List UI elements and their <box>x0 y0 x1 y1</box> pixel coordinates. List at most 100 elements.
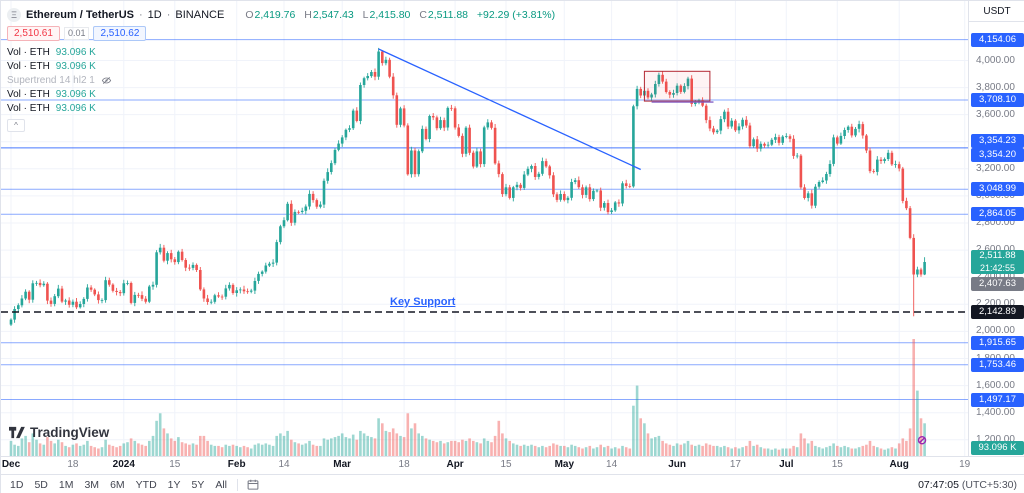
time-axis-label: Mar <box>333 459 352 470</box>
price-tick: 1,200.00 <box>976 433 1015 445</box>
candles-layer <box>9 47 926 326</box>
time-axis-label: May <box>554 459 575 470</box>
open-value: 2,419.76 <box>254 8 296 21</box>
indicator-row[interactable]: Vol · ETH 93.096 K <box>7 101 555 115</box>
time-axis-label: Jul <box>779 459 794 470</box>
time-axis-label: 18 <box>67 459 79 470</box>
time-axis-label: 15 <box>169 459 181 470</box>
close-value: 2,511.88 <box>427 8 468 21</box>
price-tick: 3,600.00 <box>976 108 1015 120</box>
price-level-badge: 1,497.17 <box>971 392 1024 407</box>
time-axis-label: 19 <box>959 459 971 470</box>
trendline[interactable] <box>378 48 641 171</box>
indicator-value: 93.096 K <box>55 46 96 58</box>
tradingview-logo-icon <box>9 426 25 439</box>
price-tick: 1,600.00 <box>976 379 1015 391</box>
indicator-row[interactable]: Vol · ETH 93.096 K <box>7 87 555 101</box>
low-key: L <box>362 8 369 21</box>
range-button-ytd[interactable]: YTD <box>135 478 157 491</box>
legend: Ξ Ethereum / TetherUS · 1D · BINANCE O2,… <box>7 6 555 133</box>
range-button-5y[interactable]: 5Y <box>191 478 205 491</box>
candlestick-chart[interactable] <box>1 1 968 456</box>
eth-coin-icon: Ξ <box>7 7 21 22</box>
price-tick: 2,600.00 <box>976 244 1015 255</box>
indicator-label: Vol · ETH <box>7 60 50 72</box>
bottom-toolbar: 1D 5D 1M 3M 6M YTD 1Y 5Y All 07:47:05 (UTC+5:30) <box>1 474 1024 493</box>
price-tick: 3,800.00 <box>976 81 1015 93</box>
go-to-date-icon[interactable] <box>247 479 259 491</box>
last-price-value: 2,511.88 <box>979 250 1016 261</box>
time-axis-label: 14 <box>278 459 290 470</box>
support-price-badge: 2,142.89 <box>971 305 1024 319</box>
eye-off-icon[interactable] <box>101 75 112 86</box>
indicator-value: 93.096 K <box>55 102 96 114</box>
time-axis-label: 15 <box>500 459 512 470</box>
separator-dot: · <box>139 8 143 21</box>
indicator-row[interactable]: Vol · ETH 93.096 K <box>7 59 555 73</box>
bid-ask-row: 2,510.61 0.01 2,510.62 <box>7 26 555 41</box>
time-axis-label: Feb <box>227 459 246 470</box>
symbol-name[interactable]: Ethereum / TetherUS <box>26 8 134 21</box>
volume-layer <box>9 339 926 456</box>
collapse-indicators-button[interactable]: ^ <box>7 119 25 132</box>
time-axis-label: Dec <box>1 459 21 470</box>
indicator-value: 93.096 K <box>55 60 96 72</box>
price-tick: 2,200.00 <box>976 298 1015 310</box>
hidden-drawing-icon[interactable]: ⊘ <box>917 433 928 447</box>
range-button-1y[interactable]: 1Y <box>167 478 181 491</box>
price-tick: 4,000.00 <box>976 54 1015 66</box>
indicator-value: 93.096 K <box>55 88 96 100</box>
price-axis[interactable]: USDT 4,000.003,800.003,600.003,400.003,2… <box>968 1 1024 456</box>
symbol-row: Ξ Ethereum / TetherUS · 1D · BINANCE O2,… <box>7 6 555 23</box>
time-axis-label: 2024 <box>112 459 135 470</box>
timeframe-button[interactable]: 1D <box>147 8 162 21</box>
price-level-badge: 3,708.10 <box>971 93 1024 107</box>
close-key: C <box>419 8 427 21</box>
exchange-name[interactable]: BINANCE <box>175 8 225 21</box>
price-level-badge: 3,354.23 <box>971 133 1024 148</box>
drawings-layer[interactable] <box>1 48 968 313</box>
range-buttons: 1D 5D 1M 3M 6M YTD 1Y 5Y All <box>9 479 228 491</box>
price-tick: 1,400.00 <box>976 406 1015 418</box>
range-button-1m[interactable]: 1M <box>58 478 74 491</box>
sell-button[interactable]: 2,510.61 <box>7 26 60 41</box>
range-button-6m[interactable]: 6M <box>110 478 125 491</box>
clock[interactable]: 07:47:05 <box>918 478 959 491</box>
range-button-1d[interactable]: 1D <box>10 478 24 491</box>
chart-pane[interactable]: Ξ Ethereum / TetherUS · 1D · BINANCE O2,… <box>1 1 968 456</box>
high-value: 2,547.43 <box>312 8 354 21</box>
range-button-3m[interactable]: 3M <box>84 478 100 491</box>
time-axis[interactable]: Dec 18 2024 15 Feb 14 Mar 18 Apr 15 May 14 Jun 17 Jul 1… <box>1 456 1024 474</box>
time-axis-label: 18 <box>398 459 410 470</box>
currency-unit-button[interactable]: USDT <box>969 1 1024 22</box>
indicator-row[interactable]: Vol · ETH 93.096 K <box>7 45 555 59</box>
buy-button[interactable]: 2,510.62 <box>93 26 147 41</box>
price-change: +92.29 (+3.81%) <box>476 8 556 21</box>
key-support-label[interactable]: Key Support <box>390 296 456 308</box>
range-button-all[interactable]: All <box>215 478 228 491</box>
time-axis-label: 17 <box>729 459 741 470</box>
indicator-label: Supertrend 14 hl2 1 <box>7 74 95 86</box>
high-key: H <box>304 8 312 21</box>
price-level-badge: 3,048.99 <box>971 182 1024 197</box>
toolbar-divider <box>237 478 239 491</box>
time-axis-label: 14 <box>606 459 618 470</box>
ohlc-values: O2,419.76 H2,547.43 L2,415.80 C2,511.88 … <box>239 9 555 21</box>
indicator-label: Vol · ETH <box>7 102 50 114</box>
price-level-badge: 1,915.65 <box>971 335 1024 350</box>
price-level-badge: 2,864.05 <box>971 207 1024 222</box>
indicator-label: Vol · ETH <box>7 88 50 100</box>
indicator-row[interactable]: Supertrend 14 hl2 1 <box>7 73 555 87</box>
indicator-label: Vol · ETH <box>7 46 50 58</box>
time-axis-label: 15 <box>831 459 843 470</box>
last-price-badge: 2,511.88 21:42:55 <box>971 250 1024 274</box>
tradingview-watermark: TradingView <box>9 425 109 440</box>
timezone-button[interactable]: (UTC+5:30) <box>961 478 1017 491</box>
price-range-box[interactable] <box>643 70 711 102</box>
price-tick: 2,800.00 <box>976 217 1015 228</box>
price-level-badge: 1,753.46 <box>971 357 1024 372</box>
low-value: 2,415.80 <box>369 8 411 21</box>
price-tick: 2,400.00 <box>976 271 1015 282</box>
range-button-5d[interactable]: 5D <box>34 478 48 491</box>
bar-countdown: 21:42:55 <box>979 263 1016 273</box>
